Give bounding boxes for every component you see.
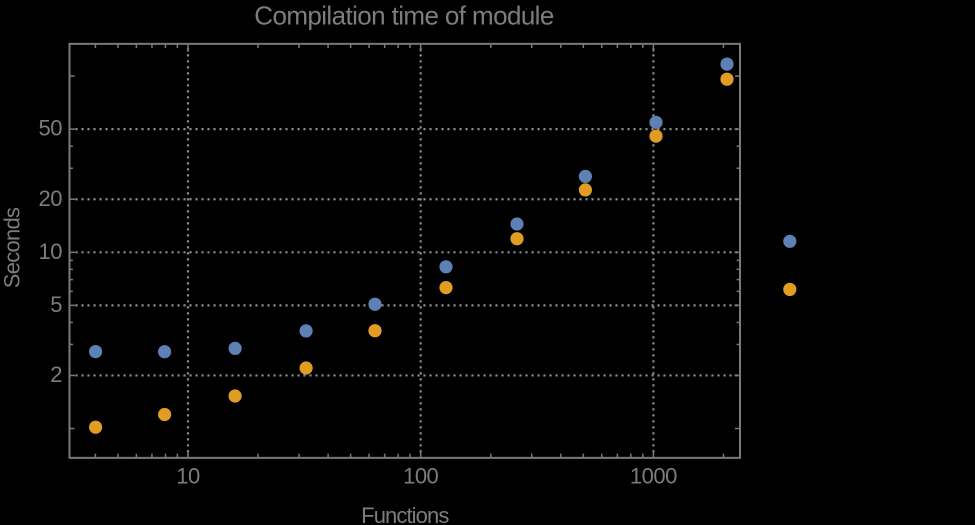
svg-text:1000: 1000 — [630, 463, 677, 488]
svg-text:20: 20 — [39, 186, 63, 211]
svg-text:Seconds: Seconds — [0, 207, 25, 288]
svg-text:Compilation time of module: Compilation time of module — [254, 1, 554, 31]
svg-text:Functions: Functions — [361, 503, 449, 525]
svg-text:10: 10 — [176, 463, 200, 488]
svg-text:2: 2 — [50, 362, 62, 387]
svg-text:10: 10 — [39, 239, 63, 264]
svg-text:100: 100 — [403, 463, 438, 488]
svg-text:5: 5 — [50, 292, 62, 317]
svg-text:50: 50 — [39, 116, 63, 141]
